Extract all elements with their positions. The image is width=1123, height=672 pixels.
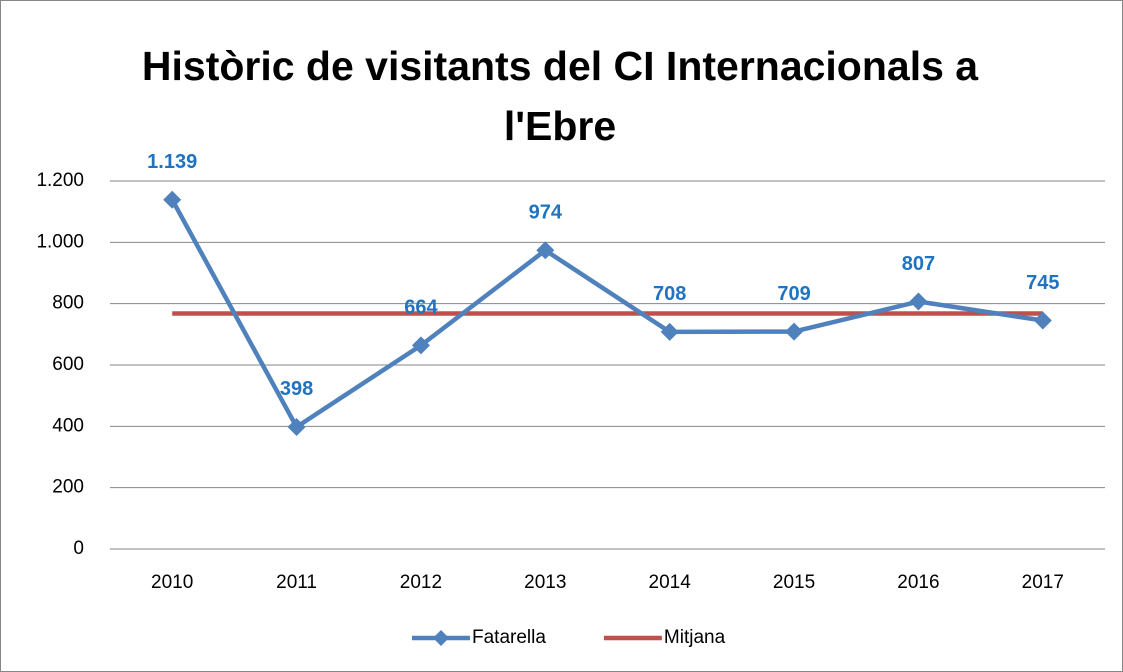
x-tick-label: 2012 xyxy=(400,572,442,593)
y-tick-label: 600 xyxy=(52,354,84,375)
data-label: 745 xyxy=(1026,272,1059,294)
legend-label: Mitjana xyxy=(664,627,726,648)
data-label: 398 xyxy=(280,378,313,400)
x-tick-label: 2014 xyxy=(649,572,692,593)
point-marker xyxy=(536,241,555,260)
point-marker xyxy=(660,322,679,341)
legend-marker xyxy=(433,630,449,646)
series-line xyxy=(170,198,1044,430)
y-tick-label: 200 xyxy=(52,477,84,498)
x-tick-label: 2010 xyxy=(151,572,193,593)
legend-label: Fatarella xyxy=(472,627,546,648)
y-tick-label: 0 xyxy=(73,538,84,559)
x-tick-label: 2013 xyxy=(524,572,566,593)
point-marker xyxy=(287,417,306,436)
data-label: 974 xyxy=(529,202,563,224)
y-tick-label: 800 xyxy=(52,293,84,314)
y-tick-label: 1.000 xyxy=(36,231,84,252)
x-tick-label: 2016 xyxy=(897,572,939,593)
y-tick-label: 400 xyxy=(52,415,84,436)
point-marker xyxy=(411,336,430,355)
x-tick-label: 2011 xyxy=(276,572,317,593)
data-label: 1.139 xyxy=(147,151,197,173)
chart-title: Històric de visitants del CI Internacion… xyxy=(141,43,979,149)
data-label: 709 xyxy=(777,283,810,305)
x-tick-label: 2017 xyxy=(1022,572,1064,593)
data-label: 708 xyxy=(653,283,686,305)
point-marker xyxy=(163,190,182,209)
y-tick-label: 1.200 xyxy=(36,170,84,191)
point-marker xyxy=(785,322,804,341)
data-label: 807 xyxy=(902,253,935,275)
data-label: 664 xyxy=(404,297,438,319)
point-marker xyxy=(1033,311,1052,330)
point-marker xyxy=(909,292,928,311)
x-tick-label: 2015 xyxy=(773,572,815,593)
